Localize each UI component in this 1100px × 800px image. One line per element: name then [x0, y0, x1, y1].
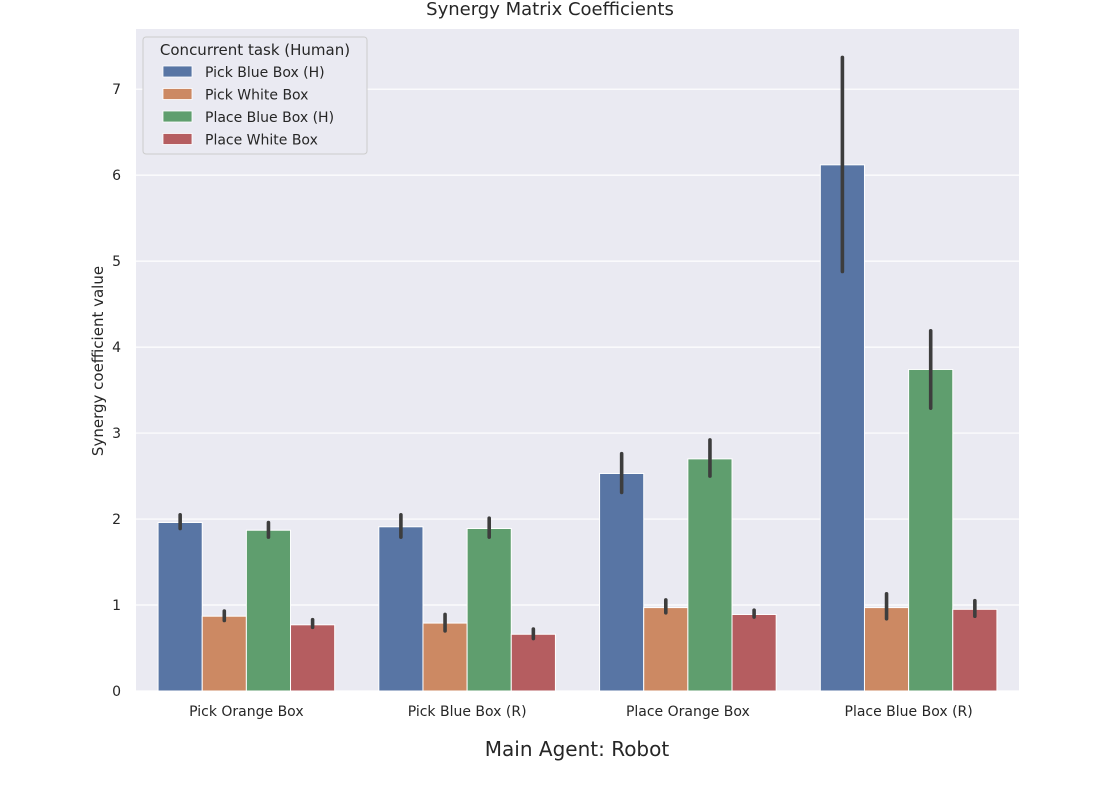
legend-frame	[142, 36, 368, 155]
error-bars-layer	[178, 55, 977, 641]
legend-entry: Place White Box	[205, 133, 318, 149]
bar	[599, 472, 645, 692]
legend-swatch	[162, 110, 193, 123]
legend-swatch	[162, 88, 193, 100]
y-tick-label: 2	[112, 512, 121, 528]
y-axis-label: Synergy coefficient value	[89, 266, 107, 456]
bar	[643, 607, 689, 692]
legend-entry: Place Blue Box (H)	[205, 110, 334, 126]
legend-title: Concurrent task (Human)	[160, 41, 350, 59]
legend-items: Pick Blue Box (H) Pick White Box Place Blu…	[162, 65, 334, 149]
y-tick-label: 7	[112, 82, 121, 98]
y-tick-labels: 0 1 2 3 4 5 6 7	[112, 82, 121, 700]
x-tick-label: Place Blue Box (R)	[845, 704, 973, 720]
legend-swatch	[162, 65, 193, 78]
legend-entry: Pick Blue Box (H)	[205, 65, 325, 81]
bar	[422, 622, 468, 692]
y-tick-label: 5	[112, 254, 121, 270]
y-tick-label: 1	[112, 598, 121, 614]
x-tick-label: Place Orange Box	[626, 704, 750, 720]
chart-title: Synergy Matrix Coefficients	[426, 0, 674, 20]
bar	[952, 608, 998, 692]
legend-entry: Pick White Box	[205, 88, 308, 104]
x-tick-labels: Pick Orange Box Pick Blue Box (R) Place Or…	[189, 704, 973, 720]
legend: Concurrent task (Human) Pick Blue Box (H…	[142, 36, 368, 155]
x-axis-label: Main Agent: Robot	[485, 737, 670, 761]
bars-layer	[157, 164, 998, 692]
bar	[378, 526, 424, 692]
y-tick-label: 3	[112, 426, 121, 442]
bar	[908, 368, 954, 692]
y-tick-label: 0	[112, 684, 121, 700]
x-tick-label: Pick Orange Box	[189, 704, 303, 720]
bar	[245, 529, 292, 692]
bar	[466, 528, 512, 692]
bar	[201, 615, 247, 692]
y-tick-label: 6	[112, 168, 121, 184]
bar	[157, 521, 203, 692]
bar	[731, 613, 777, 692]
x-tick-label: Pick Blue Box (R)	[408, 704, 527, 720]
y-tick-label: 4	[112, 340, 121, 356]
bar	[687, 458, 733, 692]
bar	[290, 624, 336, 692]
legend-swatch	[162, 133, 193, 145]
bar	[510, 633, 556, 692]
